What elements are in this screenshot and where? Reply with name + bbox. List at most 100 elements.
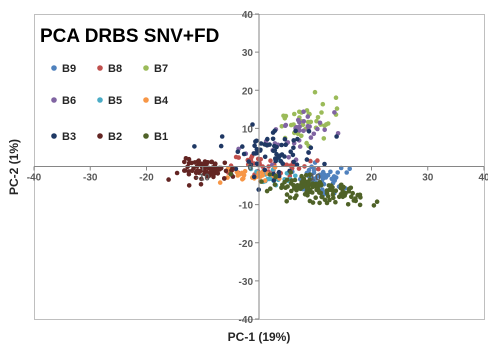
data-point	[291, 138, 297, 143]
data-point	[301, 119, 307, 124]
series-b2	[166, 156, 236, 188]
data-point	[308, 135, 314, 140]
data-point	[304, 189, 310, 195]
data-point	[298, 186, 303, 192]
legend-item-b5: B5	[97, 95, 122, 107]
data-point	[327, 197, 332, 203]
data-point	[346, 186, 352, 192]
data-point	[218, 143, 224, 149]
data-point	[213, 161, 218, 166]
data-point	[330, 192, 336, 197]
data-point	[186, 183, 192, 188]
data-point	[233, 166, 239, 172]
data-point	[316, 166, 321, 172]
legend-label: B9	[62, 63, 76, 75]
legend-item-b2: B2	[97, 131, 122, 143]
data-point	[311, 131, 317, 137]
data-point	[334, 106, 340, 111]
data-point	[322, 161, 327, 167]
data-point	[338, 185, 344, 191]
legend-label: B7	[154, 63, 168, 75]
data-point	[270, 130, 276, 135]
data-point	[195, 168, 201, 173]
data-point	[291, 145, 296, 151]
x-tick-label: -30	[83, 173, 98, 184]
data-point	[251, 174, 257, 180]
data-point	[205, 174, 210, 179]
x-tick-label: 20	[366, 173, 378, 184]
data-point	[291, 159, 297, 165]
data-point	[353, 196, 358, 201]
data-point	[357, 192, 363, 198]
data-point	[295, 136, 300, 142]
data-point	[299, 173, 304, 179]
data-point	[267, 142, 272, 147]
data-point	[268, 158, 273, 163]
data-point	[235, 149, 241, 154]
legend-marker	[51, 133, 57, 139]
data-point	[262, 154, 268, 160]
data-point	[312, 89, 318, 95]
legend: B9 B8 B7 B6 B5 B4 B3 B2 B1	[51, 63, 169, 143]
data-point	[309, 183, 315, 188]
legend-marker	[97, 133, 103, 139]
points-layer	[166, 89, 380, 208]
data-point	[286, 155, 292, 160]
data-point	[278, 159, 284, 164]
ticks-layer: -40 -30 -20 -10 10 20 30 40 40 30 20 10 0 -10 -20 -30 -4…	[27, 10, 488, 326]
legend-label: B5	[108, 95, 122, 107]
data-point	[260, 173, 266, 178]
data-point	[254, 146, 260, 152]
data-point	[303, 172, 309, 178]
series-b1	[228, 170, 380, 208]
data-point	[274, 144, 279, 150]
x-tick-label: 40	[478, 173, 488, 184]
y-tick-label: 10	[242, 124, 254, 135]
data-point	[315, 158, 320, 163]
data-point	[262, 167, 268, 173]
data-point	[347, 166, 353, 172]
legend-label: B1	[154, 131, 168, 143]
data-point	[276, 155, 281, 160]
data-point	[198, 182, 204, 187]
x-tick-label: 30	[422, 173, 434, 184]
data-point	[265, 136, 270, 142]
data-point	[248, 155, 254, 161]
data-point	[314, 118, 319, 124]
data-point	[183, 168, 188, 173]
data-point	[322, 127, 328, 133]
x-tick-label: -40	[27, 173, 42, 184]
data-point	[250, 122, 255, 127]
legend-item-b8: B8	[97, 63, 122, 75]
data-point	[274, 151, 279, 157]
y-tick-label: 20	[242, 86, 254, 97]
data-point	[199, 176, 204, 182]
data-point	[199, 161, 204, 167]
data-point	[276, 169, 282, 175]
data-point	[305, 114, 311, 119]
data-point	[333, 95, 339, 100]
data-point	[304, 140, 309, 146]
data-point	[290, 152, 296, 158]
legend-marker	[143, 133, 149, 139]
data-point	[241, 151, 247, 157]
data-point	[328, 169, 333, 175]
data-point	[301, 109, 306, 114]
data-point	[299, 180, 305, 185]
data-point	[246, 159, 251, 164]
data-point	[310, 200, 316, 205]
legend-label: B2	[108, 131, 122, 143]
data-point	[279, 124, 285, 129]
data-point	[293, 128, 298, 134]
data-point	[332, 110, 337, 115]
data-point	[280, 182, 285, 188]
data-point	[229, 168, 234, 173]
data-point	[308, 119, 314, 125]
data-point	[252, 143, 257, 148]
data-point	[210, 165, 215, 170]
data-point	[320, 101, 326, 107]
x-tick-label: -10	[196, 173, 211, 184]
data-point	[317, 200, 322, 206]
data-point	[322, 172, 327, 178]
data-point	[271, 178, 277, 183]
